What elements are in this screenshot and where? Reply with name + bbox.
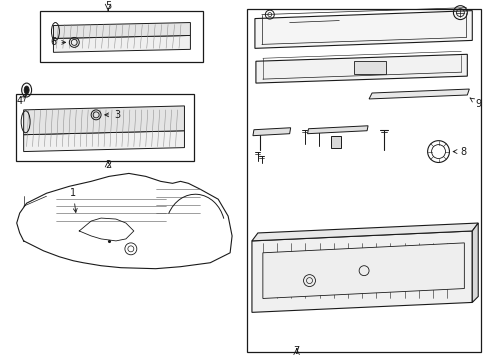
Polygon shape <box>251 223 477 241</box>
Bar <box>246 9 480 352</box>
Polygon shape <box>307 126 367 134</box>
Text: 5: 5 <box>105 1 111 11</box>
Text: 3: 3 <box>104 110 120 120</box>
Text: 4: 4 <box>17 96 23 106</box>
Bar <box>331 136 341 148</box>
Bar <box>353 61 385 74</box>
Polygon shape <box>251 231 471 312</box>
Ellipse shape <box>24 86 29 94</box>
Text: 7: 7 <box>293 346 299 356</box>
Text: 6: 6 <box>50 37 65 48</box>
Text: 8: 8 <box>452 147 466 157</box>
Bar <box>16 94 194 162</box>
Text: 2: 2 <box>105 161 111 171</box>
Text: 9: 9 <box>469 98 480 109</box>
Polygon shape <box>53 23 190 39</box>
Polygon shape <box>368 89 468 99</box>
Polygon shape <box>254 11 471 48</box>
Polygon shape <box>252 128 290 136</box>
Polygon shape <box>255 54 467 83</box>
Polygon shape <box>263 243 464 298</box>
Polygon shape <box>53 35 190 52</box>
Text: 1: 1 <box>70 188 77 212</box>
Polygon shape <box>23 131 184 152</box>
Bar <box>40 11 203 62</box>
Polygon shape <box>23 106 184 135</box>
Polygon shape <box>471 223 477 302</box>
